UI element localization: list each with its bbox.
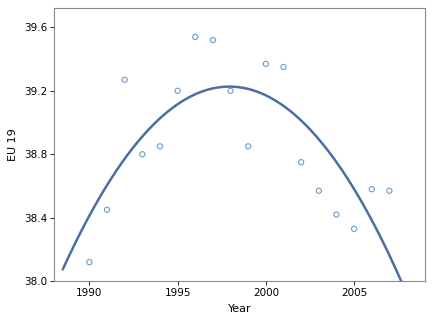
Point [210,37,216,43]
Point [121,77,128,82]
Point [174,88,181,93]
Point [280,64,287,70]
X-axis label: Year: Year [228,304,251,314]
Point [315,188,322,193]
Point [227,88,234,93]
Point [103,207,110,213]
Point [262,61,269,66]
Point [368,186,375,192]
Point [386,188,393,193]
Point [86,260,93,265]
Point [139,152,146,157]
Point [192,34,199,40]
Point [245,144,252,149]
Point [297,160,304,165]
Point [156,144,163,149]
Point [351,226,358,232]
Y-axis label: EU 19: EU 19 [8,128,18,161]
Point [333,212,340,217]
